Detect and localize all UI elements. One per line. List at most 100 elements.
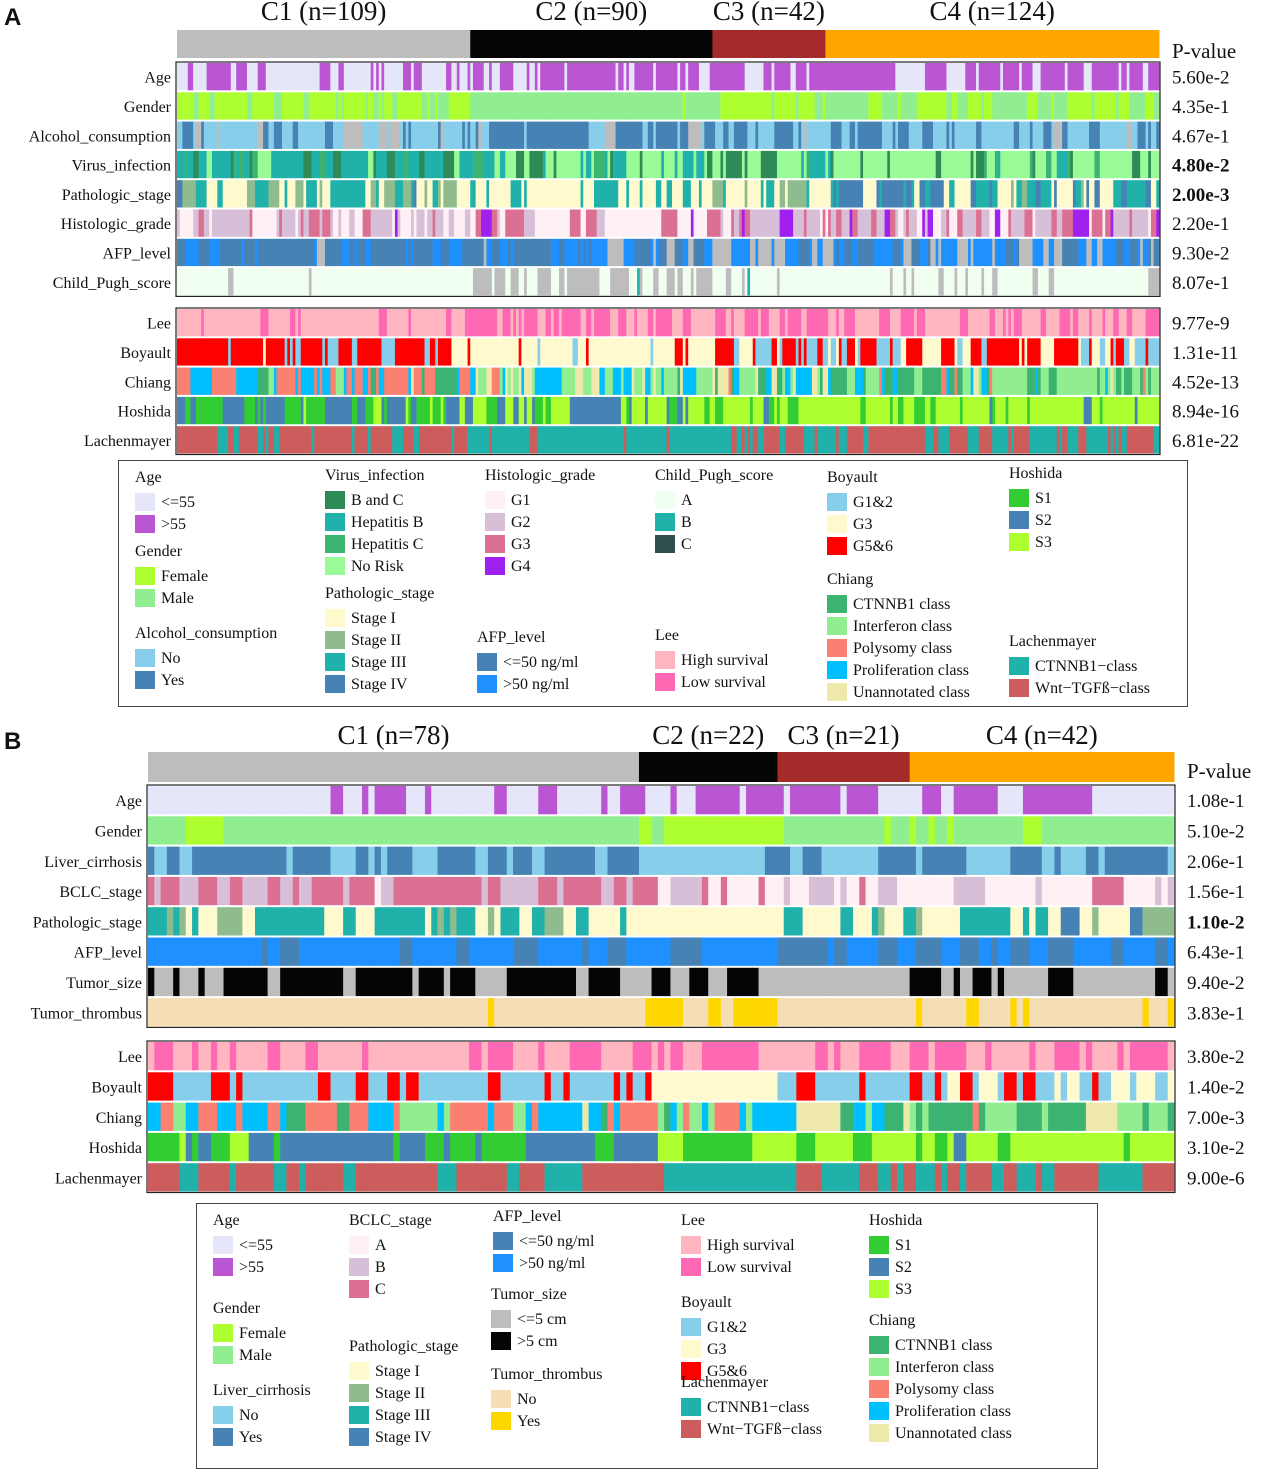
heatmap-cell (359, 180, 364, 208)
heatmap-cell (515, 150, 520, 179)
heatmap-cell (817, 121, 821, 149)
heatmap-cell (978, 786, 986, 815)
heatmap-cell (680, 92, 684, 120)
heatmap-cell (887, 63, 891, 91)
heatmap-cell (889, 92, 894, 120)
heatmap-cell (801, 63, 805, 91)
heatmap-cell (637, 180, 641, 208)
heatmap-cell (895, 63, 899, 91)
heatmap-cell (548, 150, 552, 179)
heatmap-cell (919, 150, 923, 179)
heatmap-cell (774, 92, 778, 120)
heatmap-cell (553, 121, 557, 149)
heatmap-cell (481, 150, 485, 179)
heatmap-cell (924, 150, 929, 179)
heatmap-cell (941, 121, 945, 149)
heatmap-cell (368, 786, 376, 815)
heatmap-cell (185, 121, 189, 149)
heatmap-cell (943, 121, 947, 149)
heatmap-cell (814, 121, 818, 149)
heatmap-cell (844, 63, 848, 91)
heatmap-cell (222, 63, 226, 91)
heatmap-cell (1032, 150, 1036, 179)
heatmap-cell (281, 150, 286, 179)
heatmap-cell (1126, 63, 1130, 91)
heatmap-cell (494, 121, 498, 149)
heatmap-cell (1043, 121, 1047, 149)
heatmap-cell (203, 92, 207, 120)
heatmap-cell (316, 63, 320, 91)
heatmap-cell (1086, 92, 1090, 120)
heatmap-cell (661, 121, 665, 149)
heatmap-cell (507, 121, 512, 149)
heatmap-cell (421, 121, 425, 149)
heatmap-cell (177, 92, 181, 120)
heatmap-cell (400, 180, 404, 208)
heatmap-cell (607, 121, 611, 149)
heatmap-cell (448, 180, 452, 208)
heatmap-cell (879, 180, 883, 208)
heatmap-cell (580, 63, 584, 91)
heatmap-cell (865, 63, 869, 91)
heatmap-cell (478, 180, 482, 208)
heatmap-cell (604, 63, 608, 91)
heatmap-cell (261, 786, 268, 815)
heatmap-cell (637, 150, 641, 179)
heatmap-cell (798, 121, 802, 149)
heatmap-cell (1129, 92, 1133, 120)
heatmap-cell (758, 150, 762, 179)
heatmap-cell (828, 180, 832, 208)
heatmap-cell (881, 63, 885, 91)
heatmap-cell (195, 63, 199, 91)
heatmap-cell (841, 121, 845, 149)
heatmap-cell (728, 92, 732, 120)
heatmap-cell (505, 121, 509, 149)
heatmap-cell (680, 150, 684, 179)
heatmap-cell (693, 92, 697, 120)
heatmap-cell (884, 150, 888, 179)
heatmap-cell (820, 92, 824, 120)
heatmap-cell (518, 150, 522, 179)
heatmap-cell (185, 816, 193, 845)
heatmap-cell (187, 150, 191, 179)
heatmap-cell (569, 121, 573, 149)
heatmap-cell (685, 121, 689, 149)
heatmap-cell (849, 180, 853, 208)
heatmap-cell (634, 121, 638, 149)
heatmap-cell (198, 180, 202, 208)
heatmap-cell (666, 63, 670, 91)
heatmap-cell (682, 121, 686, 149)
heatmap-cell (688, 121, 692, 149)
heatmap-cell (768, 150, 772, 179)
heatmap-cell (214, 63, 218, 91)
heatmap-cell (752, 180, 756, 208)
heatmap-cell (286, 786, 294, 815)
heatmap-cell (949, 121, 953, 149)
heatmap-cell (688, 63, 692, 91)
heatmap-cell (437, 121, 442, 149)
heatmap-cell (908, 150, 912, 179)
heatmap-cell (529, 121, 533, 149)
heatmap-cell (806, 180, 810, 208)
heatmap-cell (790, 786, 797, 815)
heatmap-cell (876, 121, 880, 149)
heatmap-cell (276, 121, 280, 149)
heatmap-cell (236, 180, 240, 208)
heatmap-cell (273, 92, 277, 120)
heatmap-cell (639, 180, 643, 208)
heatmap-cell (260, 150, 264, 179)
heatmap-cell (545, 121, 549, 149)
heatmap-cell (223, 816, 231, 845)
heatmap-cell (1099, 92, 1103, 120)
heatmap-cell (548, 63, 552, 91)
heatmap-cell (760, 121, 764, 149)
heatmap-cell (513, 92, 517, 120)
heatmap-cell (1002, 63, 1007, 91)
heatmap-cell (693, 63, 697, 91)
heatmap-cell (981, 121, 985, 149)
heatmap-cell (561, 180, 565, 208)
heatmap-cell (583, 92, 587, 120)
heatmap-cell (922, 63, 926, 91)
heatmap-cell (841, 63, 845, 91)
heatmap-cell (376, 121, 380, 149)
